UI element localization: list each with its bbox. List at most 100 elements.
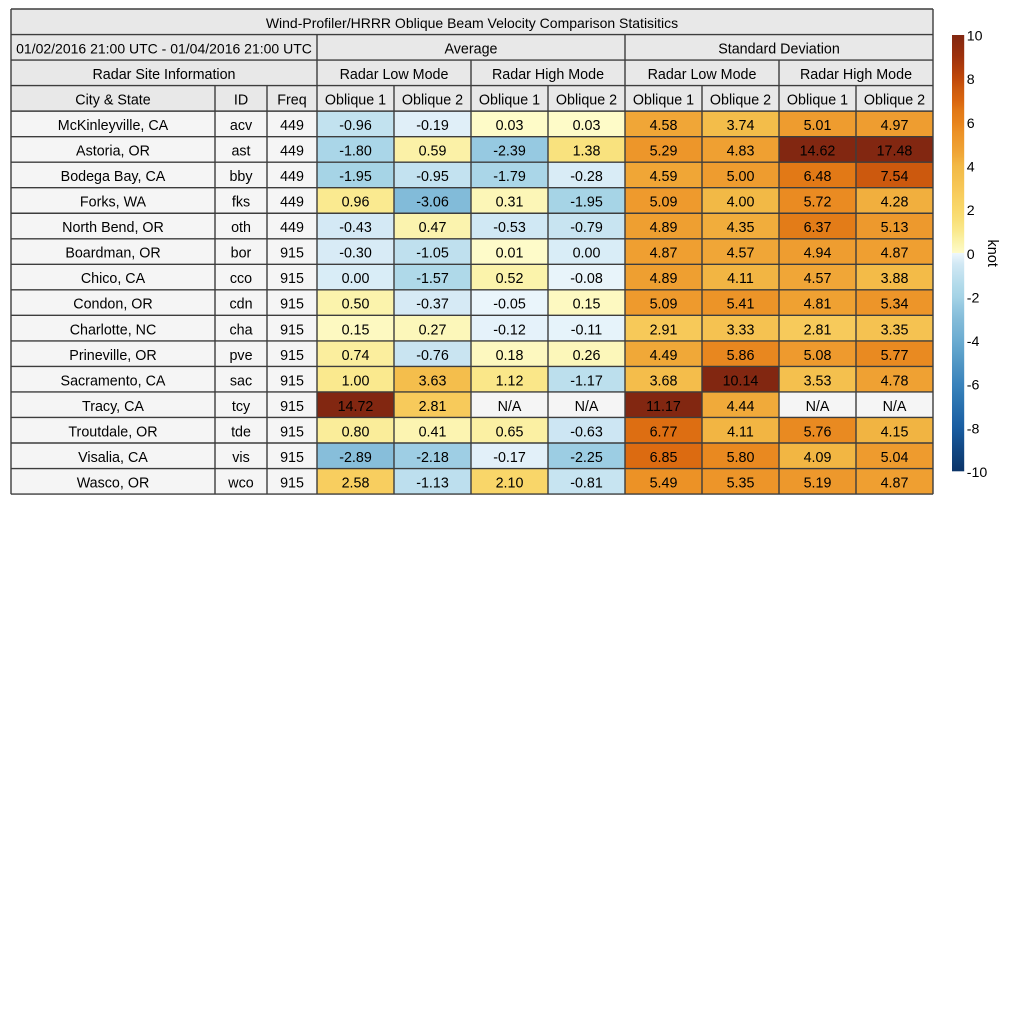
- svg-text:N/A: N/A: [806, 399, 830, 415]
- svg-text:-0.28: -0.28: [570, 169, 603, 185]
- svg-text:Oblique 2: Oblique 2: [864, 93, 925, 109]
- svg-text:Wind-Profiler/HRRR Oblique Bea: Wind-Profiler/HRRR Oblique Beam Velocity…: [266, 15, 678, 31]
- svg-text:4.35: 4.35: [727, 220, 755, 236]
- svg-text:915: 915: [280, 246, 304, 262]
- svg-text:5.19: 5.19: [804, 475, 832, 491]
- svg-text:-0.05: -0.05: [493, 297, 526, 313]
- svg-text:Average: Average: [445, 41, 498, 57]
- svg-text:-3.06: -3.06: [416, 195, 449, 211]
- svg-text:915: 915: [280, 399, 304, 415]
- svg-text:Radar Low Mode: Radar Low Mode: [648, 67, 757, 83]
- svg-text:Radar Site Information: Radar Site Information: [92, 67, 235, 83]
- svg-text:-6: -6: [967, 378, 980, 394]
- svg-text:-0.12: -0.12: [493, 322, 526, 338]
- svg-text:449: 449: [280, 118, 304, 134]
- svg-text:0.15: 0.15: [573, 297, 601, 313]
- svg-text:4.57: 4.57: [804, 271, 832, 287]
- svg-text:8: 8: [967, 72, 975, 88]
- svg-text:-1.95: -1.95: [570, 195, 603, 211]
- svg-text:Oblique 1: Oblique 1: [787, 93, 848, 109]
- svg-text:Oblique 2: Oblique 2: [556, 93, 617, 109]
- svg-text:5.01: 5.01: [804, 118, 832, 134]
- svg-text:pve: pve: [229, 348, 252, 364]
- svg-text:915: 915: [280, 424, 304, 440]
- svg-text:4: 4: [967, 160, 975, 176]
- svg-text:0.59: 0.59: [419, 144, 447, 160]
- svg-text:0.50: 0.50: [342, 297, 370, 313]
- svg-text:6.85: 6.85: [650, 450, 678, 466]
- svg-text:6: 6: [967, 116, 975, 132]
- svg-text:Forks, WA: Forks, WA: [80, 195, 147, 211]
- svg-text:-0.17: -0.17: [493, 450, 526, 466]
- svg-text:0.96: 0.96: [342, 195, 370, 211]
- svg-text:915: 915: [280, 348, 304, 364]
- svg-text:Oblique 1: Oblique 1: [479, 93, 540, 109]
- svg-text:Radar High Mode: Radar High Mode: [800, 67, 912, 83]
- svg-text:Oblique 2: Oblique 2: [402, 93, 463, 109]
- svg-text:0.18: 0.18: [496, 348, 524, 364]
- svg-text:N/A: N/A: [883, 399, 907, 415]
- svg-text:0.80: 0.80: [342, 424, 370, 440]
- svg-text:-0.53: -0.53: [493, 220, 526, 236]
- svg-text:4.59: 4.59: [650, 169, 678, 185]
- svg-text:5.80: 5.80: [727, 450, 755, 466]
- svg-text:4.28: 4.28: [881, 195, 909, 211]
- svg-text:wco: wco: [227, 475, 253, 491]
- svg-text:bor: bor: [231, 246, 252, 262]
- svg-text:2.81: 2.81: [419, 399, 447, 415]
- svg-text:5.04: 5.04: [881, 450, 909, 466]
- svg-text:5.00: 5.00: [727, 169, 755, 185]
- svg-text:-0.37: -0.37: [416, 297, 449, 313]
- svg-text:-0.11: -0.11: [571, 322, 603, 338]
- svg-text:915: 915: [280, 271, 304, 287]
- svg-text:5.49: 5.49: [650, 475, 678, 491]
- svg-text:5.35: 5.35: [727, 475, 755, 491]
- svg-text:sac: sac: [230, 373, 252, 389]
- svg-text:10.14: 10.14: [723, 373, 759, 389]
- svg-text:-0.76: -0.76: [416, 348, 449, 364]
- svg-text:3.88: 3.88: [881, 271, 909, 287]
- svg-text:Oblique 1: Oblique 1: [325, 93, 386, 109]
- svg-text:ast: ast: [231, 144, 250, 160]
- svg-text:-8: -8: [967, 421, 980, 437]
- svg-text:-0.81: -0.81: [570, 475, 603, 491]
- svg-text:-2.25: -2.25: [570, 450, 603, 466]
- svg-text:01/02/2016 21:00 UTC - 01/04/2: 01/02/2016 21:00 UTC - 01/04/2016 21:00 …: [16, 40, 312, 56]
- svg-text:knot: knot: [984, 239, 1000, 266]
- svg-text:-10: -10: [967, 465, 988, 481]
- svg-text:0.52: 0.52: [496, 271, 524, 287]
- svg-text:5.41: 5.41: [727, 297, 755, 313]
- svg-text:915: 915: [280, 373, 304, 389]
- svg-text:Tracy, CA: Tracy, CA: [82, 399, 144, 415]
- svg-text:2: 2: [967, 203, 975, 219]
- svg-text:7.54: 7.54: [881, 169, 909, 185]
- svg-text:Sacramento, CA: Sacramento, CA: [61, 373, 166, 389]
- svg-text:-1.17: -1.17: [570, 373, 603, 389]
- svg-text:0.74: 0.74: [342, 348, 370, 364]
- svg-text:2.10: 2.10: [496, 475, 524, 491]
- svg-text:449: 449: [280, 144, 304, 160]
- svg-text:-0.95: -0.95: [416, 169, 449, 185]
- svg-text:5.77: 5.77: [881, 348, 909, 364]
- svg-text:vis: vis: [232, 450, 249, 466]
- svg-text:tde: tde: [231, 424, 251, 440]
- svg-text:5.13: 5.13: [881, 220, 909, 236]
- svg-text:1.12: 1.12: [496, 373, 524, 389]
- svg-text:0.15: 0.15: [342, 322, 370, 338]
- svg-text:-0.79: -0.79: [570, 220, 603, 236]
- svg-text:-1.95: -1.95: [339, 169, 372, 185]
- svg-text:-1.57: -1.57: [416, 271, 449, 287]
- svg-text:-0.08: -0.08: [570, 271, 603, 287]
- svg-text:Astoria, OR: Astoria, OR: [76, 144, 150, 160]
- svg-text:-2.89: -2.89: [339, 450, 372, 466]
- svg-text:4.87: 4.87: [881, 246, 909, 262]
- svg-text:4.97: 4.97: [881, 118, 909, 134]
- svg-text:Radar High Mode: Radar High Mode: [492, 67, 604, 83]
- svg-text:4.89: 4.89: [650, 220, 678, 236]
- svg-text:0.27: 0.27: [419, 322, 447, 338]
- svg-text:5.08: 5.08: [804, 348, 832, 364]
- svg-text:-2.39: -2.39: [493, 144, 526, 160]
- svg-text:5.09: 5.09: [650, 195, 678, 211]
- svg-text:0.03: 0.03: [496, 118, 524, 134]
- svg-text:4.58: 4.58: [650, 118, 678, 134]
